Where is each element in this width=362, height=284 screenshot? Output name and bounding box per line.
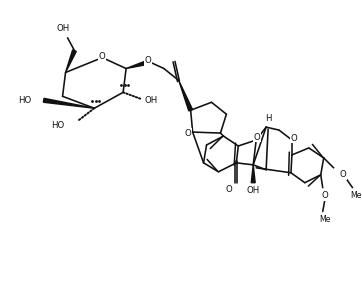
Text: O: O xyxy=(144,56,151,65)
Text: Me: Me xyxy=(319,215,331,224)
Text: H: H xyxy=(265,114,272,123)
Text: HO: HO xyxy=(51,121,64,130)
Text: O: O xyxy=(254,133,261,141)
Text: O: O xyxy=(184,129,191,137)
Text: OH: OH xyxy=(144,96,157,105)
Polygon shape xyxy=(126,61,147,68)
Polygon shape xyxy=(251,165,255,183)
Text: OH: OH xyxy=(247,186,260,195)
Polygon shape xyxy=(43,98,94,108)
Text: Me: Me xyxy=(351,191,362,200)
Text: O: O xyxy=(99,52,106,61)
Text: O: O xyxy=(321,191,328,200)
Text: O: O xyxy=(225,185,232,194)
Text: HO: HO xyxy=(18,96,32,105)
Text: OH: OH xyxy=(57,24,70,33)
Polygon shape xyxy=(66,50,76,72)
Text: O: O xyxy=(291,133,297,143)
Text: O: O xyxy=(339,170,346,179)
Polygon shape xyxy=(179,80,193,111)
